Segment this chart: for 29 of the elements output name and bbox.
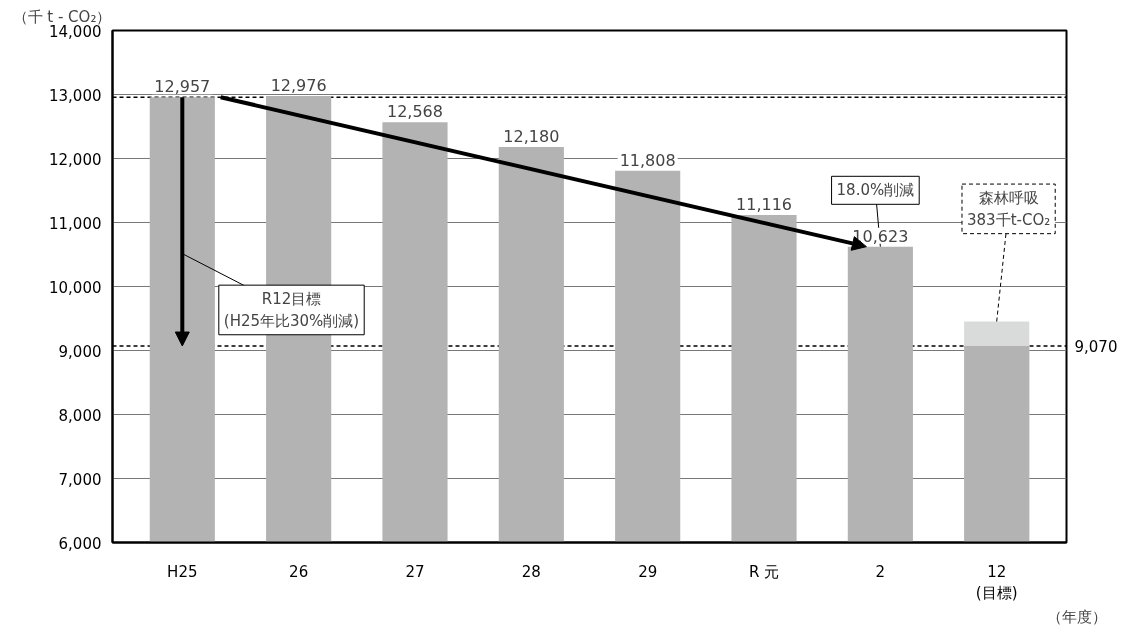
y-axis-title: （千 t - CO₂） <box>12 7 112 26</box>
y-tick-label: 10,000 <box>49 278 102 297</box>
annotation: R12目標 (H25年比30%削減) <box>223 290 360 330</box>
y-tick-label: 9,000 <box>58 342 102 361</box>
data-label: 12,180 <box>503 126 560 146</box>
data-label: 11,116 <box>736 195 792 215</box>
ref-line-label: 9,070 <box>1074 338 1118 357</box>
data-label: 10,623 <box>852 226 909 246</box>
data-label: 12,957 <box>154 77 211 97</box>
x-tick-label: 29 <box>638 562 658 581</box>
annotation: 森林呼吸 383千t-CO₂ <box>967 189 1051 229</box>
x-tick-label: 2 <box>875 562 886 581</box>
y-tick-label: 12,000 <box>49 150 102 169</box>
y-tick-label: 8,000 <box>58 406 102 425</box>
x-tick-label: H25 <box>167 562 198 581</box>
data-label: 12,568 <box>387 102 443 122</box>
data-label: 12,976 <box>270 76 327 96</box>
x-axis-title: （年度） <box>1046 607 1107 626</box>
x-tick-label: 12 (目標) <box>975 562 1018 603</box>
x-tick-label: 26 <box>289 562 309 581</box>
data-label: 11,808 <box>619 150 676 170</box>
y-tick-label: 13,000 <box>49 86 102 105</box>
x-tick-label: R 元 <box>748 562 780 581</box>
y-tick-label: 6,000 <box>58 534 102 553</box>
y-tick-label: 7,000 <box>58 470 102 489</box>
x-tick-label: 27 <box>405 562 425 581</box>
y-tick-label: 11,000 <box>49 214 102 233</box>
x-tick-label: 28 <box>521 562 541 581</box>
annotation: 18.0%削減 <box>836 181 915 200</box>
